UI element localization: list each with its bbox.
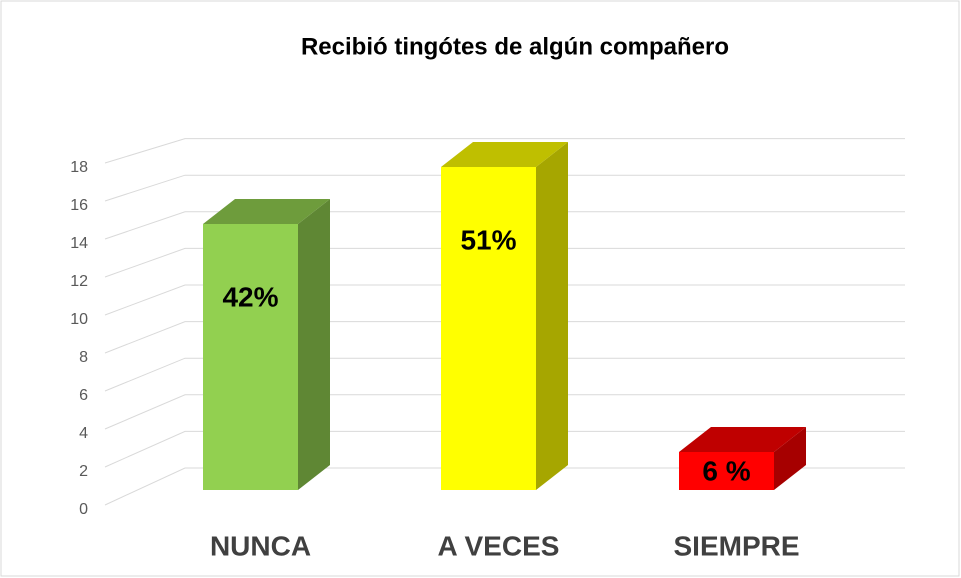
bar-top xyxy=(679,427,806,452)
grid-line xyxy=(104,247,905,278)
grid-line xyxy=(104,284,905,316)
y-tick-label: 6 xyxy=(79,387,88,404)
bar-top xyxy=(441,142,568,167)
y-tick-label: 8 xyxy=(79,349,88,366)
data-label: 6 % xyxy=(702,455,750,486)
chart-title: Recibió tingótes de algún compañero xyxy=(301,33,729,60)
grid-line xyxy=(104,467,905,506)
grid-line xyxy=(104,211,905,240)
bar xyxy=(441,167,536,490)
grid-line xyxy=(104,321,905,354)
y-tick-label: 14 xyxy=(70,235,88,252)
grid-line xyxy=(104,174,905,202)
y-tick-label: 18 xyxy=(70,159,88,176)
y-tick-label: 16 xyxy=(70,197,88,214)
data-label: 51% xyxy=(460,224,516,255)
bar-side xyxy=(774,427,806,490)
y-tick-label: 12 xyxy=(70,273,88,290)
grid-line xyxy=(104,394,905,430)
x-tick-label: SIEMPRE xyxy=(673,530,799,561)
y-tick-label: 10 xyxy=(70,311,88,328)
y-tick-label: 2 xyxy=(79,463,88,480)
data-label: 42% xyxy=(222,281,278,312)
grid-line xyxy=(104,430,905,468)
bar xyxy=(203,224,298,490)
bar-side xyxy=(298,199,330,490)
y-tick-label: 0 xyxy=(79,501,88,518)
x-tick-label: NUNCA xyxy=(210,530,311,561)
bar-side xyxy=(536,142,568,490)
x-tick-label: A VECES xyxy=(438,530,560,561)
bar xyxy=(679,452,774,490)
grid-line xyxy=(104,357,905,392)
grid-line xyxy=(104,138,905,164)
y-tick-label: 4 xyxy=(79,425,88,442)
bar-top xyxy=(203,199,330,224)
